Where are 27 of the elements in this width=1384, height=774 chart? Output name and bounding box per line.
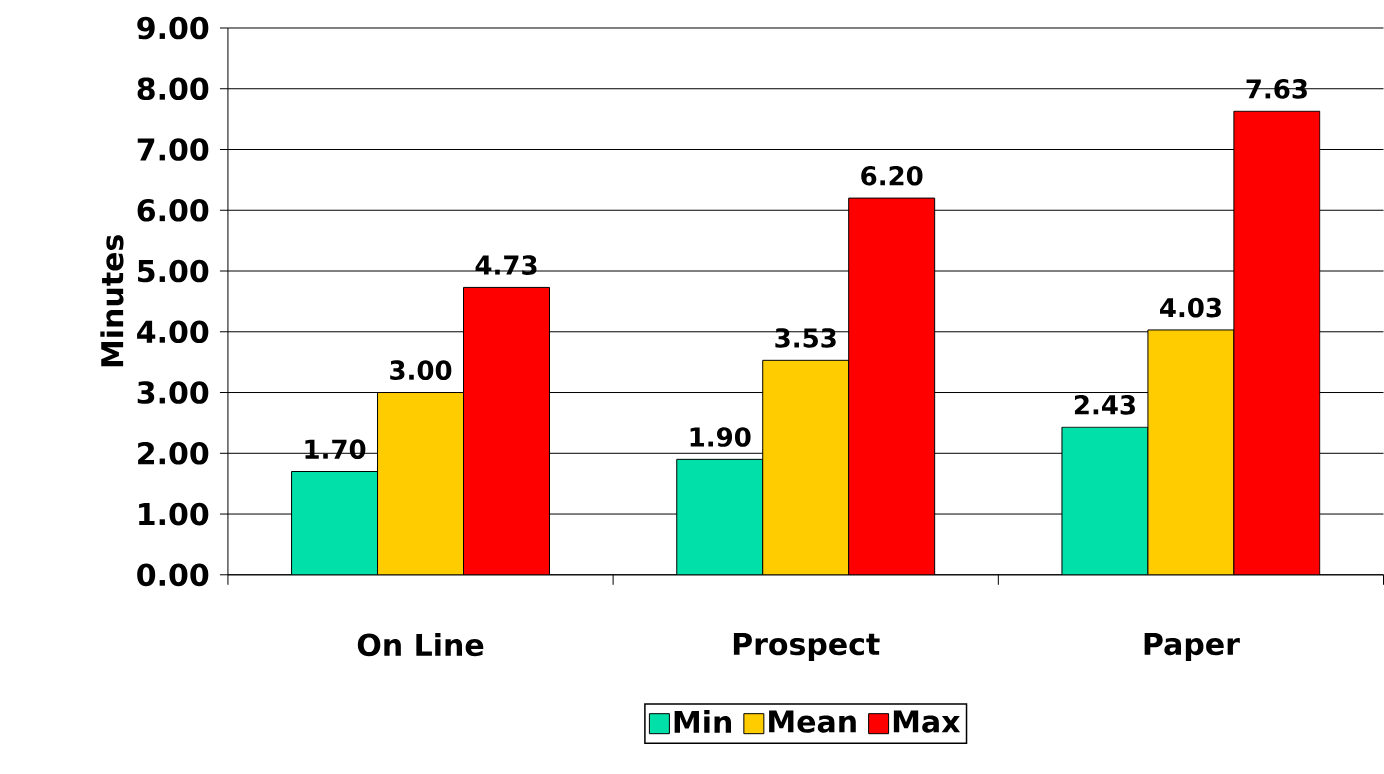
data-label: 6.20 bbox=[861, 166, 923, 186]
y-tick-label: 0.00 bbox=[137, 563, 209, 587]
data-label: 3.53 bbox=[775, 328, 836, 348]
y-tick-label: 9.00 bbox=[137, 16, 209, 40]
y-tick-label: 4.00 bbox=[137, 320, 209, 344]
y-tick-label: 5.00 bbox=[138, 259, 209, 283]
legend-label: Max bbox=[893, 710, 961, 733]
bar bbox=[377, 392, 465, 575]
x-tick-label: Paper bbox=[1144, 633, 1240, 662]
bar bbox=[762, 359, 850, 575]
data-label: 2.43 bbox=[1074, 395, 1135, 415]
x-tick-label: Prospect bbox=[733, 633, 880, 662]
y-tick-label: 6.00 bbox=[137, 199, 209, 222]
data-label: 4.73 bbox=[475, 255, 537, 276]
y-tick-label: 1.00 bbox=[139, 502, 209, 526]
x-tick-label: On Line bbox=[357, 633, 484, 657]
bar bbox=[1147, 329, 1235, 575]
y-tick-label: 3.00 bbox=[137, 381, 209, 405]
data-label: 3.00 bbox=[390, 360, 452, 381]
legend-label: Mean bbox=[769, 710, 856, 733]
data-label: 1.90 bbox=[690, 427, 751, 447]
y-axis-title: Minutes bbox=[100, 235, 124, 367]
legend-label: Min bbox=[674, 710, 732, 733]
y-tick-label: 7.00 bbox=[137, 138, 209, 161]
y-tick-label: 8.00 bbox=[137, 77, 209, 101]
y-tick-label: 2.00 bbox=[138, 442, 209, 465]
data-label: 4.03 bbox=[1160, 297, 1221, 318]
